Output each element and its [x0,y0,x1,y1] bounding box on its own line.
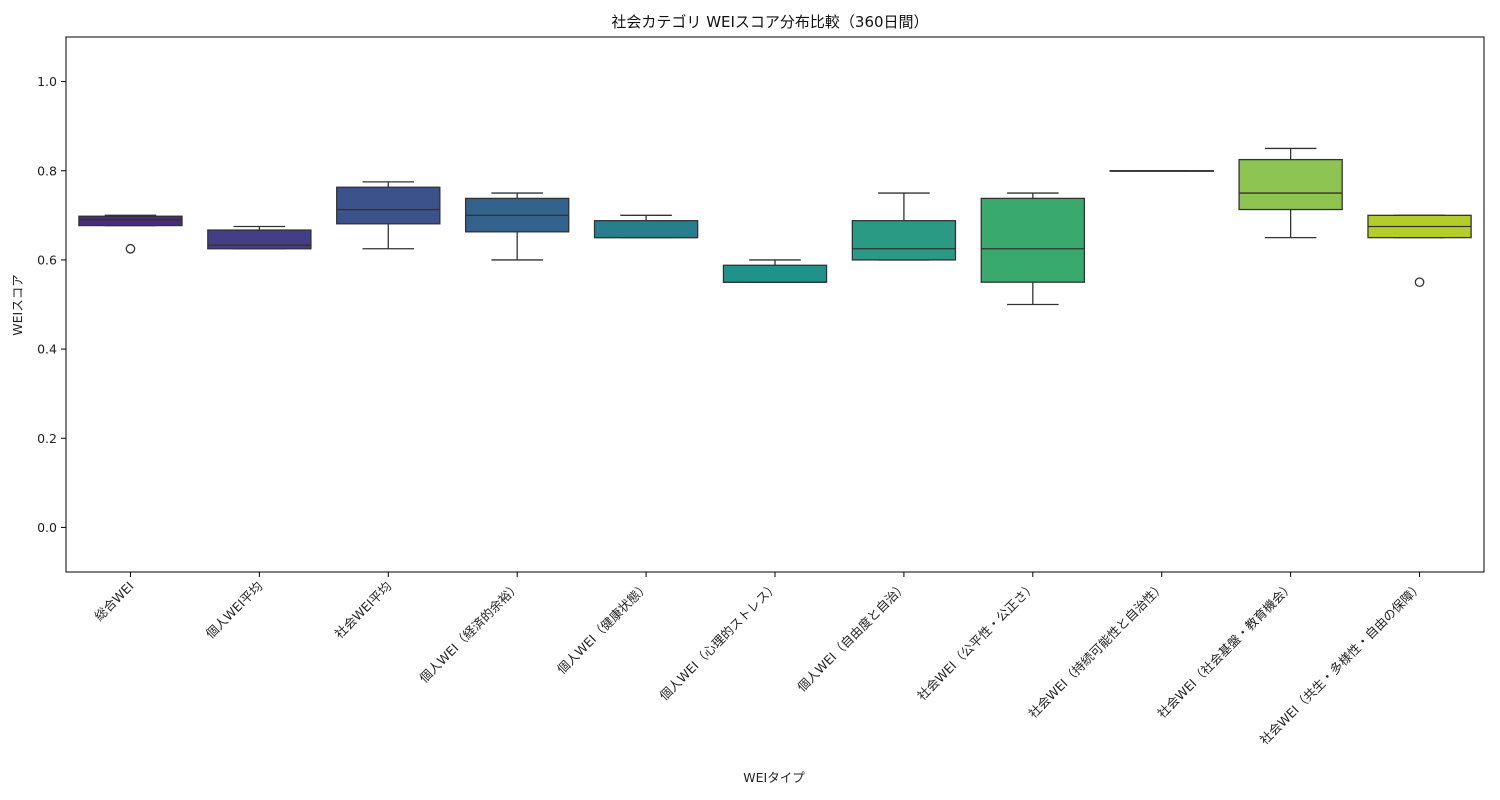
x-tick-label: 社会WEI（持続可能性と自治性） [1025,579,1167,721]
box-iqr [336,186,441,225]
box-8 [980,192,1086,306]
x-tick-label: 総合WEI [91,579,136,624]
x-tick-label: 社会WEI（共生・多様性・自由の保障） [1257,579,1426,748]
box-iqr [207,229,312,250]
x-tick-label: 個人WEI（経済的余裕） [416,579,523,686]
chart-title: 社会カテゴリ WEIスコア分布比較（360日間） [611,13,928,31]
y-tick-label: 0.4 [37,342,57,357]
box-9 [1109,170,1214,172]
box-1 [78,214,183,254]
box-3 [336,181,441,250]
x-axis-label: WEIタイプ [743,770,805,785]
outlier-point [125,243,136,254]
box-2 [207,225,312,250]
box-10 [1238,147,1343,239]
x-tick-label: 社会WEI（公平性・公正さ） [914,579,1039,704]
box-4 [464,192,570,261]
y-tick-label: 0.2 [37,431,57,446]
box-iqr [980,197,1086,283]
y-tick-label: 1.0 [37,74,57,89]
box-11 [1367,214,1472,288]
plot-frame [65,36,1485,573]
outlier-point [1414,277,1425,288]
box-iqr [1238,158,1343,211]
y-tick-label: 0.0 [37,520,57,535]
x-tick-label: 個人WEI（自由度と自治） [794,579,910,695]
box-iqr [78,215,183,227]
box-iqr [722,264,828,283]
x-tick-label: 個人WEI（健康状態） [554,579,652,677]
box-iqr [851,220,957,261]
y-axis-label: WEIスコア [10,274,25,335]
box-5 [593,214,699,239]
x-tick-label: 個人WEI（心理的ストレス） [656,579,781,704]
x-tick-label: 社会WEI平均 [331,579,394,642]
box-6 [722,259,828,283]
y-tick-label: 0.8 [37,163,57,178]
x-tick-label: 社会WEI（社会基盤・教育機会） [1154,579,1296,721]
y-tick-label: 0.6 [37,252,57,267]
box-7 [851,192,957,261]
box-iqr [593,220,699,239]
x-tick-label: 個人WEI平均 [203,579,266,642]
